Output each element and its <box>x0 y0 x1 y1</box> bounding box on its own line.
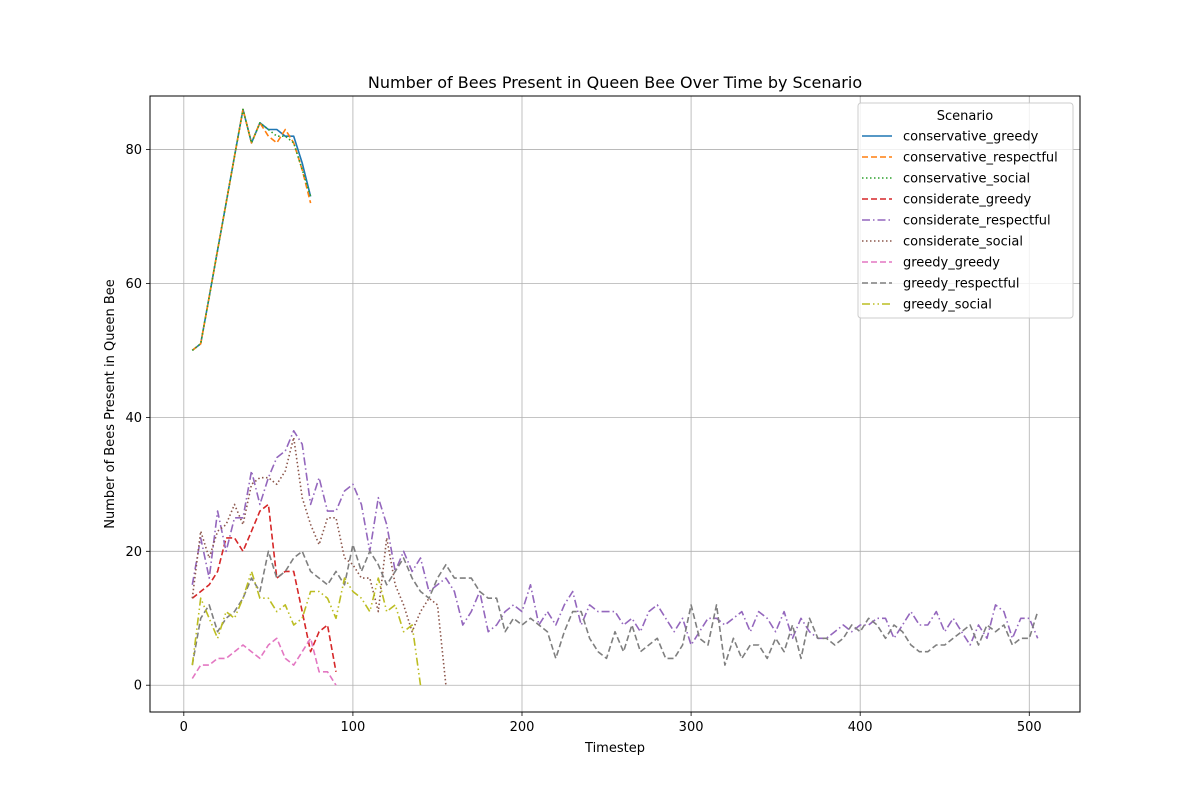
legend-label-conservative-social: conservative_social <box>903 172 1030 187</box>
series-line-conservative-greedy <box>191 108 312 352</box>
legend-label-considerate-respectful: considerate_respectful <box>903 214 1051 229</box>
legend-label-greedy-respectful: greedy_respectful <box>903 277 1020 292</box>
legend-label-greedy-greedy: greedy_greedy <box>903 256 1000 271</box>
x-tick-label: 500 <box>1017 720 1042 735</box>
series-line-conservative-social <box>191 108 312 352</box>
x-tick-label: 200 <box>510 720 535 735</box>
y-axis: 0 20 40 60 80 <box>125 143 150 694</box>
y-tick-label: 80 <box>125 143 142 158</box>
legend-label-considerate-social: considerate_social <box>903 235 1023 250</box>
series-line-considerate-greedy <box>191 503 337 672</box>
chart-title: Number of Bees Present in Queen Bee Over… <box>368 73 862 92</box>
y-tick-label: 60 <box>125 277 142 292</box>
series-line-conservative-respectful <box>191 108 312 352</box>
series-line-greedy-social <box>191 570 422 686</box>
legend-title: Scenario <box>937 109 994 124</box>
legend-label-conservative-greedy: conservative_greedy <box>903 130 1039 145</box>
x-tick-label: 100 <box>340 720 365 735</box>
y-tick-label: 40 <box>125 411 142 426</box>
legend-frame <box>857 102 1074 319</box>
plot-area-frame <box>149 95 1081 713</box>
series-line-greedy-greedy <box>191 637 337 686</box>
y-tick-label: 20 <box>125 545 142 560</box>
x-axis: 0 100 200 300 400 500 <box>180 712 1042 735</box>
x-tick-label: 400 <box>848 720 873 735</box>
series-line-considerate-respectful <box>191 430 1039 646</box>
series-line-considerate-social <box>191 436 447 686</box>
x-tick-label: 300 <box>679 720 704 735</box>
legend: Scenario conservative_greedyconservative… <box>857 102 1074 319</box>
series-layer <box>191 108 1039 686</box>
y-tick-label: 0 <box>134 679 142 694</box>
legend-items: conservative_greedy conservative_respectf… <box>862 130 1058 313</box>
legend-label-conservative-respectful: conservative_respectful <box>903 151 1058 166</box>
legend-label-considerate-greedy: considerate_greedy <box>903 193 1031 208</box>
series-line-greedy-respectful <box>191 543 1039 666</box>
y-axis-label: Number of Bees Present in Queen Bee <box>103 279 118 528</box>
x-tick-label: 0 <box>180 720 188 735</box>
x-axis-label: Timestep <box>584 741 645 756</box>
legend-label-greedy-social: greedy_social <box>903 298 992 313</box>
